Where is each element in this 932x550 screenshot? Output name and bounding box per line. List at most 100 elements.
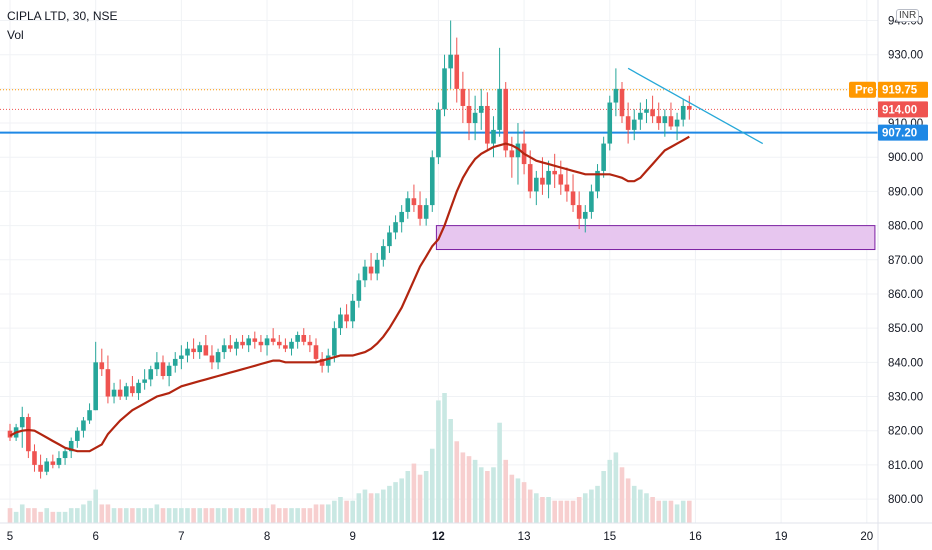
candle-body (387, 232, 392, 247)
premarket-badge (849, 81, 876, 98)
candle (589, 184, 594, 219)
candle-body (442, 68, 447, 110)
candle-body (631, 119, 637, 130)
volume-bar (613, 452, 619, 523)
candle (405, 191, 411, 219)
candle (564, 167, 570, 202)
candle-body (203, 345, 209, 356)
candle-body (7, 430, 13, 438)
candle (503, 82, 509, 158)
symbol-title[interactable]: CIPLA LTD, 30, NSE (7, 9, 118, 23)
candle (209, 345, 215, 370)
candle (497, 47, 502, 137)
time-axis-tick-label: 5 (7, 531, 13, 543)
volume-bar (338, 497, 343, 523)
premarket-price-tag-label: 919.75 (882, 85, 918, 97)
candle-body (625, 116, 631, 130)
candle-body (460, 88, 466, 106)
volume-bar (99, 504, 105, 523)
price-axis-tick-label: 800.00 (888, 494, 923, 506)
candle (123, 382, 129, 400)
candle-body (393, 222, 398, 233)
descending-trendline (627, 67, 764, 145)
candle (466, 88, 472, 141)
time-axis-tick-label: 13 (518, 531, 531, 543)
candle (552, 153, 557, 189)
price-axis-tick-label: 810.00 (888, 460, 923, 472)
time-axis-tick-label: 16 (689, 531, 702, 543)
volume-bar (650, 497, 655, 523)
volume-bar (209, 508, 215, 523)
volume-bar (19, 504, 25, 523)
volume-bar (142, 508, 147, 523)
candle (313, 338, 319, 363)
volume-bar (160, 508, 166, 523)
candle (301, 328, 307, 346)
volume-bar (62, 511, 68, 523)
candle (448, 20, 453, 89)
candle (429, 150, 435, 212)
volume-bar (289, 508, 294, 523)
candle-body (429, 157, 435, 206)
candle (270, 328, 276, 346)
candle (509, 136, 515, 178)
candle-body (270, 338, 276, 342)
candle-body (105, 369, 111, 397)
candle-body (301, 334, 307, 342)
candle (680, 99, 686, 127)
volume-bar (399, 478, 404, 523)
candle (350, 293, 356, 329)
volume-indicator-label[interactable]: Vol (7, 28, 24, 42)
volume-bar (68, 508, 74, 523)
candle-body (338, 314, 343, 329)
volume-bar (26, 508, 31, 523)
volume-bar (75, 508, 80, 523)
candle-body (123, 386, 129, 397)
volume-bar (374, 493, 380, 523)
candle (546, 160, 551, 199)
candle (656, 102, 662, 130)
candle-body (656, 116, 662, 124)
candle (68, 437, 74, 459)
volume-bar (411, 463, 417, 523)
candle-body (62, 451, 68, 459)
candle-body (472, 112, 478, 124)
time-axis-tick-label: 19 (775, 531, 788, 543)
volume-bar (472, 459, 478, 523)
candle (344, 304, 349, 329)
candle (26, 413, 31, 459)
volume-bar (521, 482, 527, 523)
candle-body (172, 358, 178, 366)
volume-bar (527, 489, 533, 523)
candle-body (319, 358, 325, 366)
candle (197, 341, 203, 359)
volume-bar (276, 508, 282, 523)
volume-bar (491, 467, 496, 523)
candle-body (276, 341, 282, 346)
volume-bar (576, 497, 582, 523)
volume-bar (540, 497, 545, 523)
candle-body (564, 184, 570, 192)
candle (19, 406, 25, 448)
support-level-tag: 907.20 (878, 124, 928, 141)
candle-body (638, 112, 643, 120)
candle (356, 273, 362, 308)
candle (221, 338, 227, 359)
candle-body (540, 177, 545, 185)
candle (601, 136, 606, 178)
candle-body (436, 109, 441, 158)
candle (374, 252, 380, 281)
candle-body (32, 451, 37, 465)
candle-body (234, 341, 239, 349)
candle (160, 355, 166, 380)
candle-body (344, 314, 349, 322)
candle-body (258, 341, 264, 346)
candle-body (264, 338, 270, 346)
volume-bar (32, 508, 37, 523)
candle-body (515, 143, 521, 158)
candle (668, 102, 674, 130)
time-axis-tick-label: 6 (92, 531, 98, 543)
candle-body (356, 280, 362, 301)
volume-bar (509, 474, 515, 523)
